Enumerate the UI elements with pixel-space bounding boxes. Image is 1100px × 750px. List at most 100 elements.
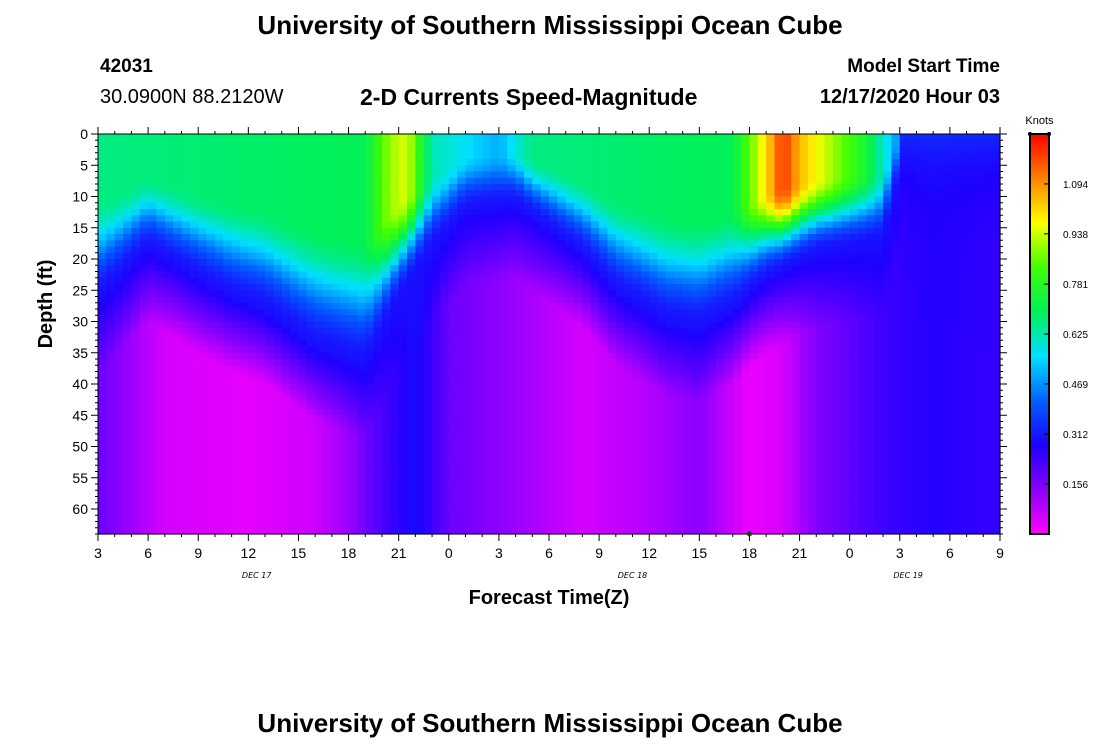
heatmap-cell (682, 284, 692, 291)
heatmap-cell (582, 434, 592, 441)
heatmap-cell (532, 421, 542, 429)
heatmap-cell (523, 377, 533, 385)
model-start-time: 12/17/2020 Hour 03 (819, 86, 1000, 108)
heatmap-cell (515, 227, 525, 235)
heatmap-cell (498, 215, 508, 223)
heatmap-cell (181, 421, 191, 429)
heatmap-cell (640, 315, 650, 323)
heatmap-cell (123, 352, 133, 360)
heatmap-cell (173, 384, 183, 391)
heatmap-cell (707, 496, 717, 504)
heatmap-cell (106, 446, 116, 454)
heatmap-cell (189, 377, 199, 385)
heatmap-cell (557, 209, 567, 216)
heatmap-cell (732, 152, 742, 160)
heatmap-cell (181, 134, 191, 141)
heatmap-cell (181, 440, 191, 448)
heatmap-cell (407, 140, 416, 148)
heatmap-cell (381, 202, 391, 210)
heatmap-cell (490, 490, 500, 498)
heatmap-cell (432, 190, 442, 198)
heatmap-cell (365, 246, 375, 254)
heatmap-cell (315, 221, 325, 229)
heatmap-cell (515, 427, 525, 435)
heatmap-cell (323, 265, 333, 273)
heatmap-cell (123, 459, 133, 466)
heatmap-cell (223, 315, 233, 323)
heatmap-cell (665, 171, 675, 179)
heatmap-cell (398, 234, 408, 241)
heatmap-cell (356, 371, 366, 379)
heatmap-cell (315, 471, 325, 479)
heatmap-cell (189, 427, 199, 435)
heatmap-cell (615, 227, 625, 235)
heatmap-cell (206, 346, 216, 354)
heatmap-cell (231, 334, 241, 341)
heatmap-cell (340, 446, 350, 454)
heatmap-cell (381, 209, 391, 216)
heatmap-cell (373, 134, 383, 141)
heatmap-cell (365, 152, 375, 160)
heatmap-cell (690, 259, 700, 266)
heatmap-cell (565, 340, 575, 348)
heatmap-cell (381, 359, 391, 366)
heatmap-cell (348, 177, 358, 185)
heatmap-cell (540, 427, 550, 435)
heatmap-cell (290, 215, 300, 223)
heatmap-cell (306, 359, 316, 366)
heatmap-cell (156, 402, 166, 410)
heatmap-cell (273, 184, 283, 191)
heatmap-cell (265, 452, 274, 460)
heatmap-cell (373, 315, 383, 323)
heatmap-cell (256, 334, 266, 341)
heatmap-cell (373, 434, 383, 441)
heatmap-cell (624, 477, 634, 485)
heatmap-cell (448, 471, 458, 479)
heatmap-cell (164, 490, 174, 498)
heatmap-cell (173, 271, 183, 279)
heatmap-cell (565, 509, 575, 516)
heatmap-cell (682, 359, 692, 366)
heatmap-cell (532, 227, 542, 235)
heatmap-cell (707, 159, 717, 166)
heatmap-cell (306, 252, 316, 260)
heatmap-cell (315, 215, 325, 223)
heatmap-cell (724, 521, 734, 529)
heatmap-cell (465, 402, 475, 410)
heatmap-cell (248, 196, 258, 204)
heatmap-cell (415, 440, 425, 448)
heatmap-cell (248, 277, 258, 285)
heatmap-cell (590, 240, 600, 248)
heatmap-cell (290, 509, 300, 516)
heatmap-cell (189, 359, 199, 366)
heatmap-cell (273, 496, 283, 504)
heatmap-cell (582, 409, 592, 416)
heatmap-cell (515, 246, 525, 254)
heatmap-cell (465, 409, 475, 416)
heatmap-cell (523, 396, 533, 404)
heatmap-cell (665, 359, 675, 366)
heatmap-cell (198, 302, 208, 310)
heatmap-cell (599, 184, 609, 191)
heatmap-cell (473, 346, 483, 354)
heatmap-cell (356, 396, 366, 404)
heatmap-cell (256, 484, 266, 491)
heatmap-cell (164, 521, 174, 529)
heatmap-cell (365, 202, 375, 210)
heatmap-cell (741, 509, 751, 516)
heatmap-cell (649, 440, 659, 448)
heatmap-cell (732, 409, 742, 416)
heatmap-cell (407, 465, 416, 473)
heatmap-cell (557, 415, 567, 423)
heatmap-cell (657, 215, 667, 223)
heatmap-cell (214, 140, 224, 148)
heatmap-cell (198, 371, 208, 379)
heatmap-cell (148, 234, 158, 241)
heatmap-cell (599, 421, 609, 429)
heatmap-cell (265, 434, 274, 441)
heatmap-cell (607, 140, 617, 148)
heatmap-cell (674, 140, 684, 148)
heatmap-cell (281, 134, 291, 141)
heatmap-cell (574, 465, 584, 473)
heatmap-cell (407, 477, 416, 485)
